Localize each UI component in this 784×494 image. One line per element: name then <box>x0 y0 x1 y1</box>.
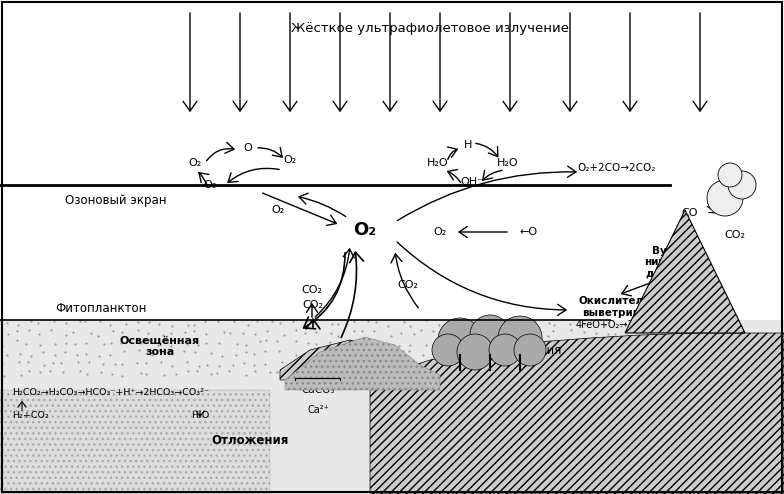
Text: O₂+2CO→2CO₂: O₂+2CO→2CO₂ <box>578 163 656 173</box>
Text: 4FeO+O₂→2Fe₂O₃: 4FeO+O₂→2Fe₂O₃ <box>575 320 661 330</box>
Text: H₂+CO₂: H₂+CO₂ <box>12 411 49 419</box>
Text: ←O: ←O <box>520 227 538 237</box>
Text: Фитопланктон: Фитопланктон <box>55 301 147 315</box>
Text: CO₂: CO₂ <box>724 230 746 240</box>
Polygon shape <box>370 333 784 494</box>
Text: CO: CO <box>682 208 699 218</box>
Polygon shape <box>0 390 270 494</box>
Text: H₂O: H₂O <box>497 158 519 168</box>
Circle shape <box>489 334 521 366</box>
Text: CO₂: CO₂ <box>303 300 324 310</box>
Text: H₂CO₂→H₂CO₃→HCO₃⁻+H⁺→2HCO₃→CO₃²⁻: H₂CO₂→H₂CO₃→HCO₃⁻+H⁺→2HCO₃→CO₃²⁻ <box>12 387 209 397</box>
Circle shape <box>498 316 542 360</box>
Text: O₂: O₂ <box>354 221 376 239</box>
Text: Освещённая
зона: Освещённая зона <box>120 335 200 357</box>
Circle shape <box>470 315 510 355</box>
Text: Жёсткое ультрафиолетовое излучение: Жёсткое ультрафиолетовое излучение <box>291 22 569 35</box>
Text: O₃: O₃ <box>203 180 216 190</box>
Text: Ca²⁺: Ca²⁺ <box>307 405 329 415</box>
Text: Отложения: Отложения <box>490 343 561 357</box>
Text: O₂: O₂ <box>188 158 201 168</box>
Text: H₂O: H₂O <box>191 411 209 419</box>
Polygon shape <box>625 210 745 333</box>
Text: CO₂: CO₂ <box>302 285 322 295</box>
Text: Вулка-
ническая
деятель-
ность: Вулка- ническая деятель- ность <box>644 246 700 290</box>
Polygon shape <box>280 340 420 380</box>
Circle shape <box>438 318 482 362</box>
Text: Окислительное
выветривание: Окислительное выветривание <box>579 296 672 318</box>
Polygon shape <box>285 337 440 390</box>
Text: Озоновый экран: Озоновый экран <box>65 194 166 206</box>
Text: O₂: O₂ <box>283 155 296 165</box>
Text: OH⁻: OH⁻ <box>460 177 484 187</box>
Circle shape <box>718 163 742 187</box>
Circle shape <box>728 171 756 199</box>
Text: CO₂: CO₂ <box>397 280 419 290</box>
Bar <box>0 320 784 494</box>
Text: O₂: O₂ <box>271 205 285 215</box>
Circle shape <box>707 180 743 216</box>
Circle shape <box>514 334 546 366</box>
Text: H: H <box>464 140 472 150</box>
Text: O: O <box>244 143 252 153</box>
Circle shape <box>432 334 464 366</box>
Text: CaCO₃: CaCO₃ <box>301 385 335 395</box>
Circle shape <box>457 334 493 370</box>
Text: O₂: O₂ <box>434 227 447 237</box>
Text: Отложения: Отложения <box>212 434 289 447</box>
Text: H₂O: H₂O <box>427 158 448 168</box>
